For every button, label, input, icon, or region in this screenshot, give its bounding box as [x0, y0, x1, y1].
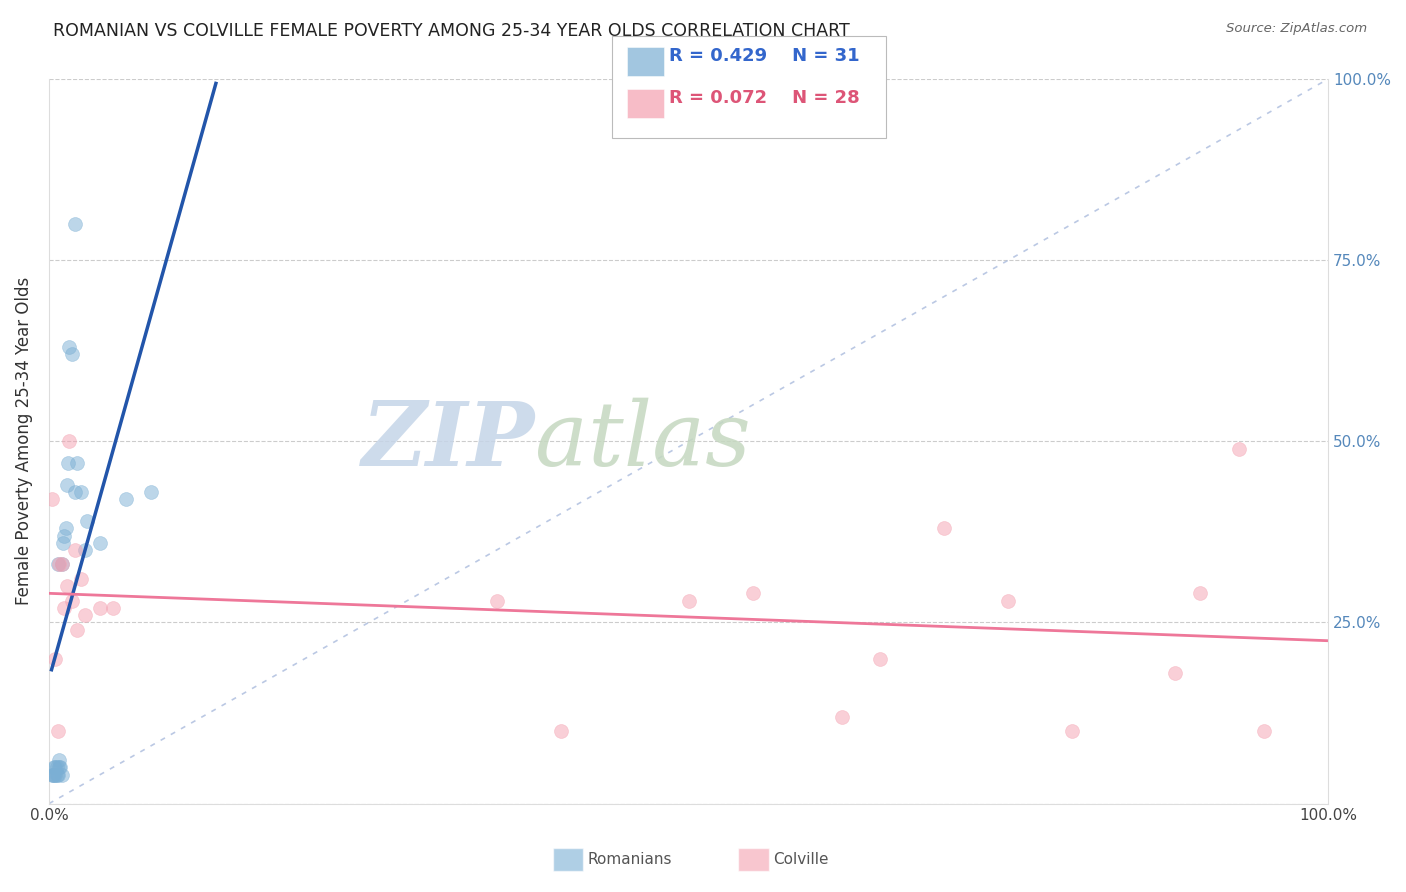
Text: Source: ZipAtlas.com: Source: ZipAtlas.com	[1226, 22, 1367, 36]
Point	[66, 456, 89, 470]
Point	[46, 558, 69, 572]
Text: R = 0.072    N = 28: R = 0.072 N = 28	[669, 89, 860, 107]
Point	[73, 608, 96, 623]
Point	[741, 586, 763, 600]
Point	[44, 767, 66, 781]
Text: ZIP: ZIP	[361, 398, 536, 484]
Point	[49, 760, 72, 774]
Y-axis label: Female Poverty Among 25-34 Year Olds: Female Poverty Among 25-34 Year Olds	[15, 277, 32, 606]
Point	[997, 593, 1019, 607]
Point	[56, 456, 79, 470]
Point	[42, 767, 65, 781]
Point	[63, 543, 86, 558]
Point	[48, 558, 70, 572]
Point	[73, 543, 96, 558]
Point	[56, 579, 79, 593]
Point	[869, 651, 891, 665]
Point	[41, 767, 63, 781]
Point	[46, 724, 69, 739]
Point	[60, 347, 83, 361]
Point	[70, 572, 93, 586]
Text: Colville: Colville	[773, 853, 828, 867]
Point	[485, 593, 508, 607]
Point	[42, 767, 65, 781]
Point	[831, 709, 853, 723]
Point	[53, 528, 76, 542]
Point	[42, 760, 65, 774]
Point	[53, 601, 76, 615]
Point	[70, 485, 93, 500]
Point	[58, 434, 80, 449]
Point	[63, 485, 86, 500]
Point	[89, 535, 111, 549]
Point	[52, 535, 75, 549]
Point	[60, 593, 83, 607]
Point	[550, 724, 572, 739]
Point	[1163, 666, 1185, 681]
Point	[76, 514, 98, 528]
Point	[46, 767, 69, 781]
Point	[51, 558, 73, 572]
Point	[934, 521, 956, 535]
Point	[1253, 724, 1275, 739]
Point	[51, 558, 73, 572]
Point	[141, 485, 163, 500]
Point	[41, 492, 63, 507]
Text: atlas: atlas	[536, 398, 751, 484]
Point	[1227, 442, 1250, 456]
Text: ROMANIAN VS COLVILLE FEMALE POVERTY AMONG 25-34 YEAR OLDS CORRELATION CHART: ROMANIAN VS COLVILLE FEMALE POVERTY AMON…	[53, 22, 851, 40]
Point	[51, 767, 73, 781]
Point	[1062, 724, 1084, 739]
Point	[56, 477, 79, 491]
Point	[89, 601, 111, 615]
Text: R = 0.429    N = 31: R = 0.429 N = 31	[669, 47, 860, 65]
Point	[44, 760, 66, 774]
Point	[48, 760, 70, 774]
Point	[1189, 586, 1212, 600]
Point	[45, 760, 67, 774]
Point	[114, 492, 136, 507]
Point	[63, 217, 86, 231]
Point	[101, 601, 124, 615]
Text: Romanians: Romanians	[588, 853, 672, 867]
Point	[45, 767, 67, 781]
Point	[58, 340, 80, 354]
Point	[678, 593, 700, 607]
Point	[66, 623, 89, 637]
Point	[44, 651, 66, 665]
Point	[48, 753, 70, 767]
Point	[55, 521, 77, 535]
